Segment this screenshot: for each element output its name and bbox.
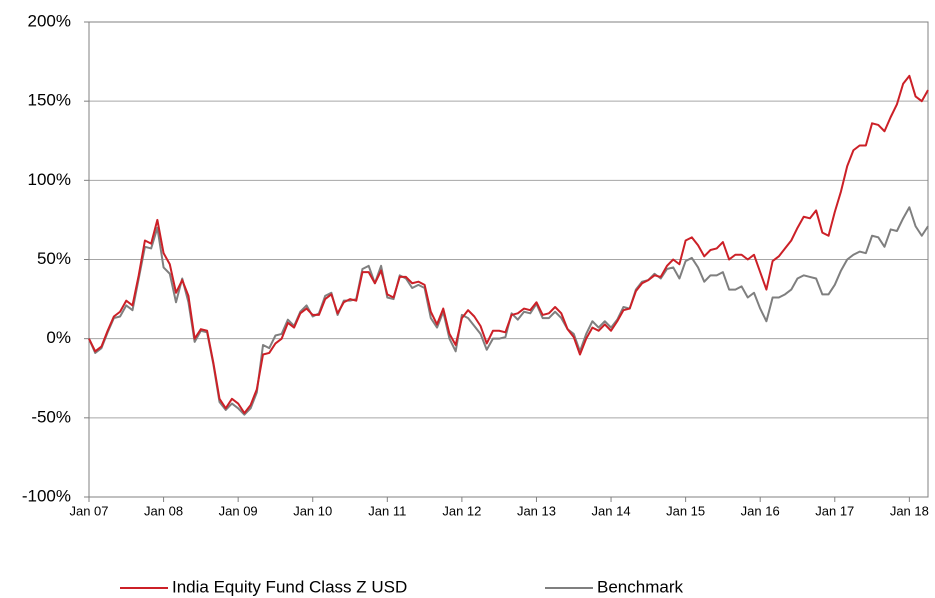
x-tick-label: Jan 10 [293, 503, 332, 518]
y-tick-label: -50% [31, 407, 71, 426]
x-tick-label: Jan 11 [368, 503, 406, 518]
x-tick-label: Jan 12 [442, 503, 481, 518]
x-tick-label: Jan 14 [592, 503, 631, 518]
series-line [88, 74, 929, 415]
x-tick-label: Jan 16 [741, 503, 780, 518]
legend-label: India Equity Fund Class Z USD [172, 577, 407, 596]
y-tick-label: 50% [37, 249, 71, 268]
y-tick-label: -100% [22, 486, 71, 505]
x-tick-label: Jan 07 [69, 503, 108, 518]
series-line [88, 206, 929, 416]
x-tick-label: Jan 15 [666, 503, 705, 518]
plot-frame [88, 21, 929, 498]
x-tick-label: Jan 09 [219, 503, 258, 518]
legend-label: Benchmark [597, 577, 683, 596]
x-tick-label: Jan 17 [815, 503, 854, 518]
y-tick-label: 0% [46, 328, 71, 347]
y-tick-label: 200% [28, 11, 71, 30]
x-tick-label: Jan 08 [144, 503, 183, 518]
x-tick-label: Jan 18 [890, 503, 929, 518]
x-tick-label: Jan 13 [517, 503, 556, 518]
y-tick-label: 150% [28, 91, 71, 110]
y-tick-label: 100% [28, 170, 71, 189]
